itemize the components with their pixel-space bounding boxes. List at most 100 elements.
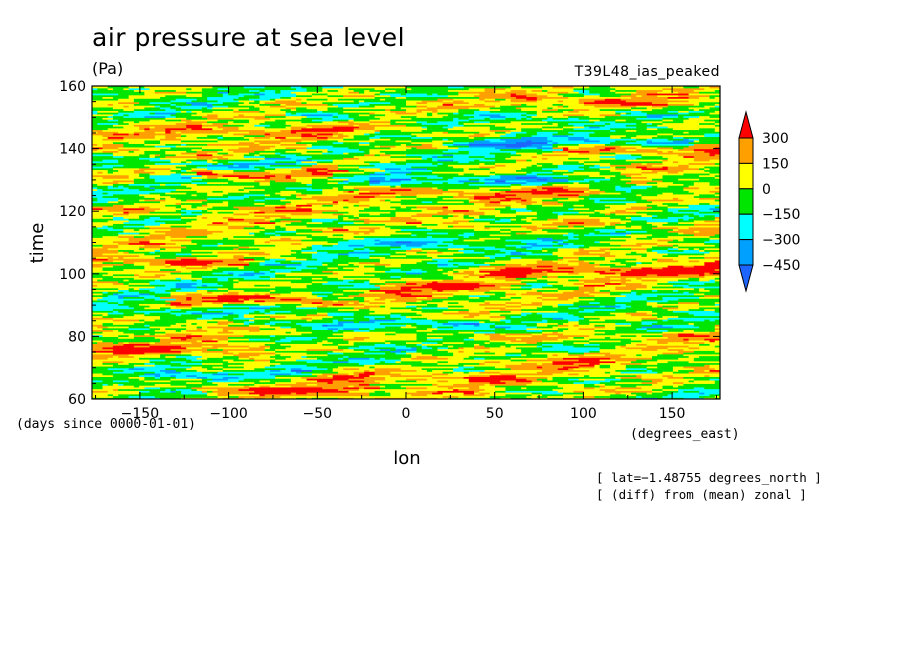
- heatmap-cell: [400, 350, 407, 353]
- heatmap-cell: [421, 245, 444, 249]
- heatmap-cell: [426, 296, 449, 299]
- heatmap-cell: [688, 392, 700, 395]
- heatmap-cell: [212, 352, 224, 355]
- heatmap-cell: [249, 252, 261, 256]
- heatmap-cell: [170, 265, 182, 268]
- heatmap-cell: [217, 277, 229, 280]
- heatmap-cell: [264, 327, 276, 331]
- heatmap-cell: [133, 332, 145, 336]
- heatmap-cell: [123, 221, 145, 224]
- heatmap-cell: [196, 386, 203, 390]
- heatmap-cell: [269, 239, 281, 242]
- heatmap-cell: [646, 254, 664, 258]
- heatmap-cell: [521, 291, 527, 294]
- heatmap-cell: [332, 379, 350, 383]
- heatmap-cell: [243, 242, 255, 245]
- heatmap-cell: [264, 226, 276, 230]
- heatmap-cell: [296, 294, 318, 298]
- heatmap-cell: [662, 223, 669, 226]
- heatmap-cell: [358, 372, 376, 376]
- heatmap-cell: [458, 306, 465, 310]
- heatmap-cell: [421, 353, 433, 357]
- heatmap-cell: [552, 299, 564, 303]
- heatmap-cell: [693, 383, 711, 386]
- heatmap-cell: [264, 256, 281, 259]
- heatmap-cell: [238, 308, 250, 311]
- heatmap-cell: [139, 397, 161, 399]
- heatmap-cell: [437, 355, 459, 358]
- heatmap-cell: [196, 256, 208, 259]
- heatmap-cell: [343, 230, 360, 233]
- heatmap-cell: [139, 390, 151, 393]
- heatmap-cell: [678, 372, 690, 376]
- heatmap-cell: [573, 251, 590, 254]
- heatmap-cell: [92, 312, 109, 315]
- heatmap-cell: [343, 388, 355, 391]
- heatmap-cell: [515, 322, 533, 325]
- heatmap-cell: [233, 392, 250, 395]
- heatmap-cell: [426, 306, 449, 310]
- heatmap-cell: [505, 341, 527, 344]
- heatmap-cell: [160, 225, 172, 228]
- heatmap-cell: [395, 242, 402, 245]
- heatmap-cell: [651, 245, 674, 249]
- heatmap-cell: [306, 378, 313, 381]
- heatmap-cell: [547, 371, 564, 374]
- heatmap-cell: [123, 230, 140, 233]
- heatmap-cell: [154, 263, 166, 266]
- heatmap-cell: [269, 294, 287, 298]
- heatmap-cell: [112, 383, 119, 386]
- heatmap-cell: [557, 327, 569, 331]
- heatmap-cell: [233, 254, 245, 258]
- heatmap-cell: [217, 392, 234, 395]
- heatmap-cell: [301, 233, 308, 237]
- heatmap-cell: [631, 313, 653, 317]
- heatmap-cell: [631, 324, 653, 327]
- heatmap-cell: [615, 322, 632, 325]
- heatmap-cell: [683, 390, 700, 393]
- heatmap-cell: [510, 334, 527, 337]
- heatmap-cell: [343, 280, 350, 284]
- heatmap-cell: [217, 393, 229, 397]
- heatmap-cell: [337, 322, 344, 325]
- heatmap-cell: [704, 292, 720, 296]
- heatmap-cell: [128, 362, 145, 365]
- heatmap-cell: [662, 334, 679, 337]
- heatmap-cell: [583, 226, 595, 230]
- heatmap-cell: [688, 353, 695, 357]
- heatmap-cell: [290, 292, 308, 296]
- heatmap-cell: [233, 233, 255, 237]
- heatmap-cell: [631, 242, 637, 245]
- heatmap-cell: [599, 388, 611, 391]
- heatmap-cell: [641, 266, 653, 270]
- heatmap-cell: [285, 346, 308, 350]
- heatmap-cell: [322, 268, 339, 271]
- heatmap-cell: [332, 306, 355, 310]
- heatmap-cell: [714, 367, 720, 371]
- heatmap-cell: [416, 218, 423, 221]
- heatmap-cell: [102, 324, 119, 327]
- heatmap-cell: [133, 228, 140, 231]
- heatmap-cell: [128, 388, 135, 391]
- heatmap-cell: [317, 381, 329, 384]
- heatmap-cell: [542, 319, 548, 322]
- heatmap-cell: [505, 305, 517, 308]
- heatmap-cell: [557, 275, 575, 278]
- heatmap-cell: [243, 237, 250, 240]
- heatmap-cell: [254, 282, 271, 285]
- heatmap-cell: [259, 279, 281, 282]
- heatmap-cell: [92, 218, 114, 221]
- heatmap-cell: [651, 285, 674, 289]
- heatmap-cell: [536, 242, 543, 245]
- heatmap-cell: [233, 279, 240, 282]
- heatmap-cell: [327, 359, 350, 362]
- heatmap-cell: [458, 249, 475, 252]
- heatmap-cell: [228, 221, 250, 224]
- heatmap-cell: [343, 273, 355, 277]
- heatmap-cell: [604, 225, 616, 228]
- heatmap-cell: [296, 306, 318, 310]
- heatmap-cell: [515, 376, 538, 379]
- heatmap-cell: [547, 230, 569, 233]
- heatmap-cell: [306, 319, 313, 322]
- heatmap-cell: [693, 247, 700, 251]
